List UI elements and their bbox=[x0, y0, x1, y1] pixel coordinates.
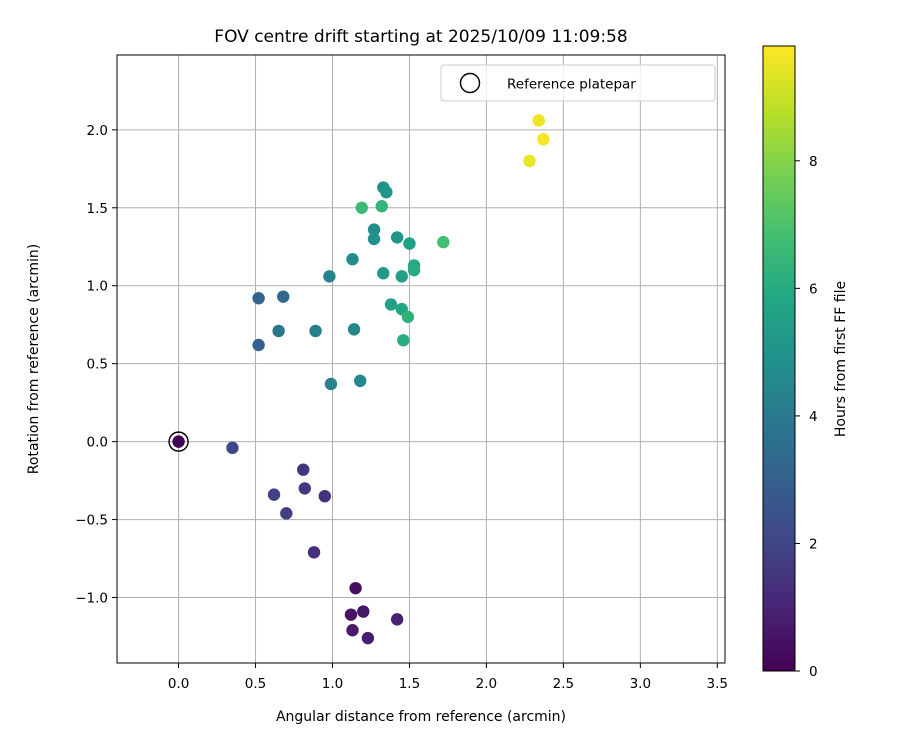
scatter-point bbox=[390, 231, 404, 244]
colorbar-tick-label: 6 bbox=[809, 281, 818, 297]
scatter-point bbox=[347, 323, 361, 336]
x-tick-label: 1.5 bbox=[399, 676, 420, 692]
legend-marker-reference bbox=[459, 72, 481, 94]
colorbar-tick-label: 4 bbox=[809, 409, 818, 425]
scatter-point bbox=[252, 292, 265, 305]
colorbar-tick-label: 8 bbox=[809, 154, 818, 170]
reference-marker bbox=[168, 431, 189, 452]
scatter-point bbox=[375, 200, 388, 213]
y-tick-label: −1.0 bbox=[75, 591, 108, 607]
scatter-point bbox=[523, 154, 536, 168]
scatter-point bbox=[267, 488, 281, 501]
data-points bbox=[168, 114, 550, 645]
scatter-point bbox=[390, 613, 404, 626]
legend-label-reference: Reference platepar bbox=[507, 77, 636, 93]
scatter-point bbox=[407, 263, 421, 277]
scatter-point bbox=[324, 377, 338, 391]
x-tick-label: 0.0 bbox=[168, 676, 189, 692]
x-tick-label: 2.0 bbox=[476, 676, 497, 692]
scatter-point bbox=[297, 463, 310, 476]
scatter-point bbox=[344, 608, 358, 621]
colorbar: 0 2 4 6 8 Hours from first FF file bbox=[762, 45, 849, 680]
y-tick-label: 2.0 bbox=[87, 123, 108, 139]
scatter-point bbox=[323, 270, 336, 283]
scatter-point bbox=[377, 267, 390, 280]
scatter-point bbox=[384, 298, 398, 311]
y-tick-label: 1.5 bbox=[87, 201, 108, 217]
y-axis-title: Rotation from reference (arcmin) bbox=[26, 244, 42, 474]
y-axis-ticks: −1.0 −0.5 0.0 0.5 1.0 1.5 2.0 bbox=[75, 123, 117, 607]
scatter-point bbox=[307, 546, 321, 559]
scatter-point bbox=[280, 507, 293, 520]
grid-lines bbox=[117, 55, 725, 663]
scatter-point bbox=[226, 441, 239, 455]
scatter-point bbox=[403, 237, 416, 250]
x-axis-ticks: 0.0 0.5 1.0 1.5 2.0 2.5 3.0 3.5 bbox=[168, 663, 728, 692]
x-axis-title: Angular distance from reference (arcmin) bbox=[276, 709, 566, 725]
colorbar-label: Hours from first FF file bbox=[833, 281, 849, 437]
x-tick-label: 1.0 bbox=[322, 676, 343, 692]
scatter-point bbox=[537, 132, 550, 146]
scatter-point bbox=[357, 605, 370, 618]
plot-area bbox=[117, 55, 725, 663]
scatter-point bbox=[346, 253, 359, 266]
colorbar-tick-label: 2 bbox=[809, 536, 818, 552]
y-tick-label: 0.5 bbox=[87, 357, 108, 373]
x-tick-label: 3.0 bbox=[630, 676, 651, 692]
x-tick-label: 2.5 bbox=[553, 676, 574, 692]
legend: Reference platepar bbox=[440, 64, 716, 102]
scatter-point bbox=[361, 631, 375, 645]
colorbar-tick-label: 0 bbox=[809, 664, 818, 680]
scatter-point bbox=[367, 232, 381, 246]
scatter-point bbox=[318, 489, 331, 503]
scatter-point bbox=[309, 324, 322, 338]
scatter-point bbox=[272, 324, 285, 338]
y-tick-label: −0.5 bbox=[75, 513, 108, 529]
x-tick-label: 0.5 bbox=[245, 676, 266, 692]
scatter-point bbox=[252, 338, 265, 352]
scatter-point bbox=[277, 290, 290, 303]
legend-box bbox=[440, 64, 716, 102]
scatter-point bbox=[346, 624, 359, 637]
y-tick-label: 0.0 bbox=[87, 435, 108, 451]
colorbar-gradient bbox=[762, 45, 796, 672]
scatter-point bbox=[397, 334, 410, 347]
scatter-point bbox=[532, 114, 545, 127]
scatter-point bbox=[355, 201, 368, 214]
scatter-point bbox=[172, 435, 185, 448]
scatter-point bbox=[401, 310, 415, 324]
scatter-point bbox=[437, 235, 450, 249]
scatter-point bbox=[395, 270, 408, 283]
scatter-point bbox=[380, 185, 393, 199]
chart-title: FOV centre drift starting at 2025/10/09 … bbox=[214, 27, 627, 47]
scatter-point bbox=[367, 223, 381, 236]
y-tick-label: 1.0 bbox=[87, 279, 108, 295]
scatter-point bbox=[349, 581, 362, 595]
x-tick-label: 3.5 bbox=[707, 676, 728, 692]
scatter-point bbox=[298, 482, 311, 495]
plot-frame bbox=[116, 54, 726, 664]
colorbar-ticks: 0 2 4 6 8 bbox=[795, 154, 818, 680]
scatter-point bbox=[354, 374, 367, 388]
